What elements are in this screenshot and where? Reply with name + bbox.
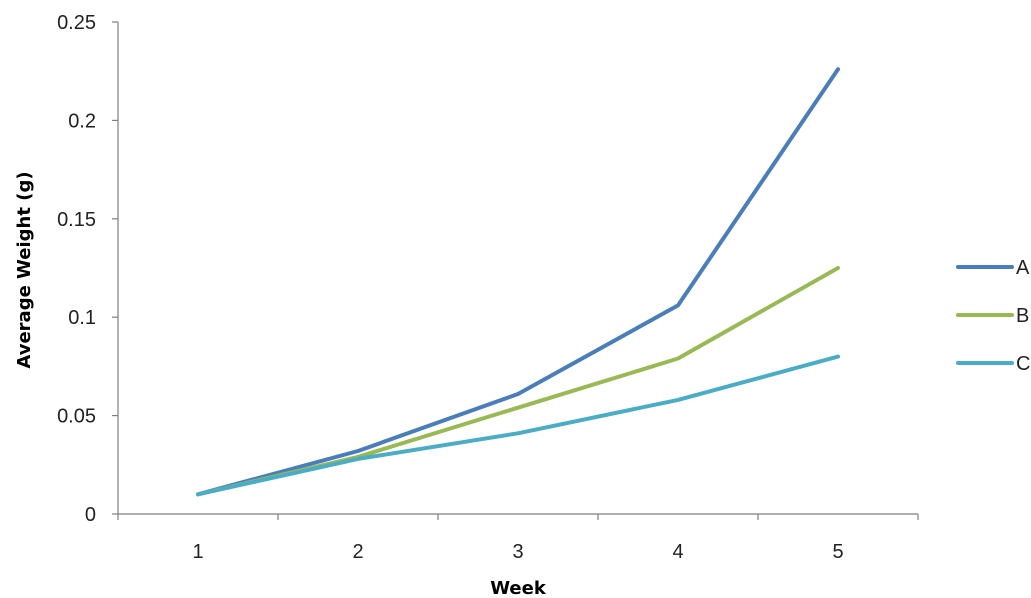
x-tick-label: 5	[832, 541, 843, 563]
series-line-c	[196, 354, 840, 497]
y-tick-label: 0.2	[68, 110, 96, 132]
y-tick-label: 0.15	[57, 209, 96, 231]
axes: 0 0.05 0.1 0.15 0.2 0.25 1 2 3 4 5	[57, 12, 919, 563]
x-tick-label: 3	[512, 541, 523, 563]
y-tick-label: 0	[85, 504, 96, 526]
legend-label-a: A	[1016, 257, 1030, 279]
series-line-a	[196, 67, 840, 497]
x-tick-label: 1	[192, 541, 203, 563]
legend-label-b: B	[1016, 305, 1029, 327]
x-tick-label: 4	[672, 541, 683, 563]
y-axis-title: Average Weight (g)	[14, 171, 35, 368]
y-tick-label: 0.1	[68, 307, 96, 329]
legend-label-c: C	[1016, 353, 1030, 375]
series-lines	[196, 67, 840, 497]
legend: A B C	[956, 257, 1030, 375]
x-tick-label: 2	[352, 541, 363, 563]
x-axis-title: Week	[490, 578, 547, 598]
y-tick-label: 0.25	[57, 12, 96, 34]
y-tick-label: 0.05	[57, 406, 96, 428]
